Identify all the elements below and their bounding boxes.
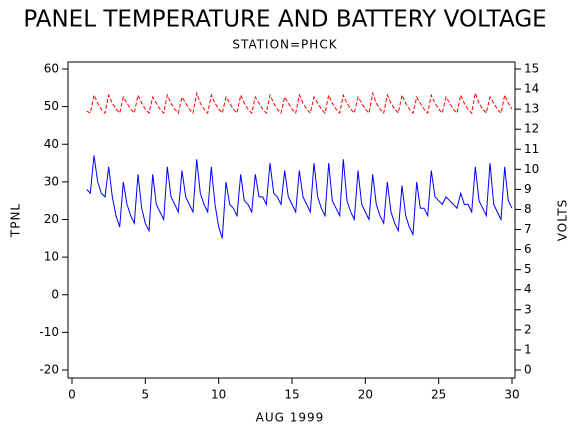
x-tick-label: 25 [431,388,446,402]
y-tick-label: 0 [51,287,59,301]
y2-tick-label: 4 [524,282,532,296]
y2-tick-label: 1 [524,342,532,356]
chart-title: PANEL TEMPERATURE AND BATTERY VOLTAGE [23,7,546,33]
y2-tick-label: 0 [524,363,532,377]
x-axis-label: AUG 1999 [256,411,325,425]
x-tick-label: 30 [504,388,519,402]
x-tick-label: 0 [68,388,76,402]
y2-tick-label: 10 [524,162,539,176]
series-line [86,91,513,115]
y-tick-label: 10 [44,250,59,264]
y-tick-label: -20 [39,363,59,377]
y2-tick-label: 13 [524,102,539,116]
x-tick-label: 15 [284,388,299,402]
y-tick-label: 40 [44,137,59,151]
y2-tick-label: 9 [524,182,532,196]
y-axis-label: TPNL [9,203,23,238]
y-tick-label: 60 [44,62,59,76]
y-tick-label: 50 [44,99,59,113]
y-tick-label: 30 [44,174,59,188]
y2-tick-label: 12 [524,122,539,136]
y2-tick-label: 6 [524,242,532,256]
x-tick-label: 20 [358,388,373,402]
y-tick-label: -10 [39,325,59,339]
x-tick-label: 10 [211,388,226,402]
y2-tick-label: 7 [524,222,532,236]
series-line [86,155,513,239]
y2-tick-label: 14 [524,82,539,96]
y2-axis-label: VOLTS [556,199,570,241]
y2-tick-label: 5 [524,262,532,276]
y2-tick-label: 2 [524,322,532,336]
y2-tick-label: 8 [524,202,532,216]
y2-tick-label: 3 [524,302,532,316]
x-tick-label: 5 [142,388,150,402]
y2-tick-label: 15 [524,62,539,76]
y2-tick-label: 11 [524,142,539,156]
chart-subtitle: STATION=PHCK [232,38,337,52]
y-tick-label: 20 [44,212,59,226]
